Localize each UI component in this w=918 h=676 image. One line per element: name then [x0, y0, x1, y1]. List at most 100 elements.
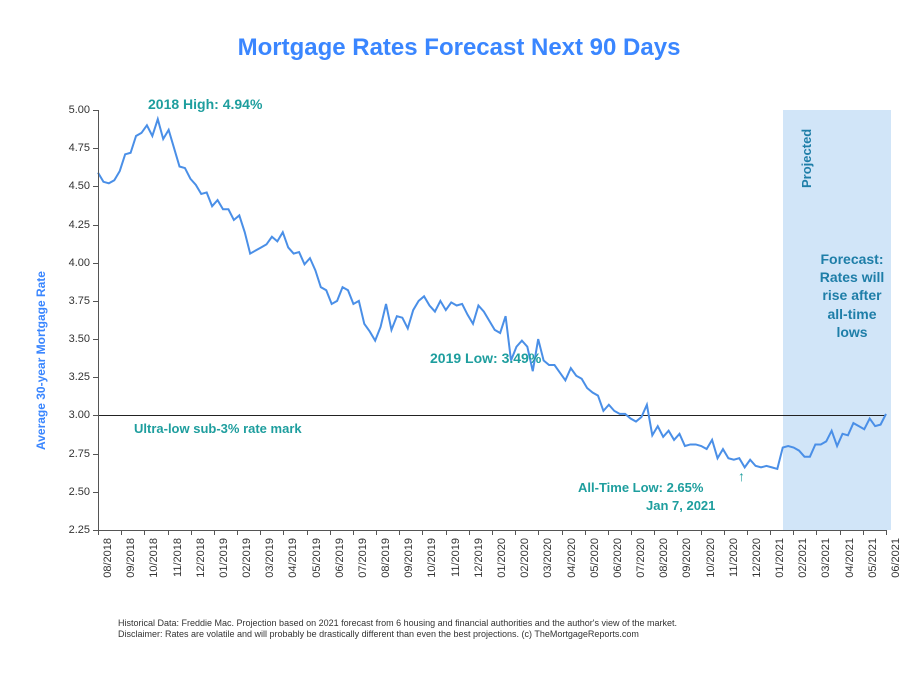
x-tick-mark	[886, 530, 887, 535]
x-tick-mark	[631, 530, 632, 535]
x-tick-mark	[816, 530, 817, 535]
y-tick-mark	[93, 377, 98, 378]
chart-title: Mortgage Rates Forecast Next 90 Days	[18, 34, 900, 62]
x-tick-mark	[770, 530, 771, 535]
annotation-2018-high: 2018 High: 4.94%	[148, 96, 262, 112]
x-tick-mark	[260, 530, 261, 535]
y-tick-mark	[93, 186, 98, 187]
x-tick-mark	[608, 530, 609, 535]
x-tick-mark	[747, 530, 748, 535]
annotation-2019-low: 2019 Low: 3.49%	[430, 350, 541, 366]
line-series-svg	[98, 110, 886, 530]
x-tick-label: 07/2019	[357, 538, 369, 578]
y-tick-mark	[93, 148, 98, 149]
x-tick-mark	[469, 530, 470, 535]
x-tick-label: 01/2020	[496, 538, 508, 578]
x-tick-label: 07/2020	[635, 538, 647, 578]
forecast-line: lows	[813, 323, 891, 341]
x-tick-mark	[492, 530, 493, 535]
x-tick-mark	[237, 530, 238, 535]
x-tick-mark	[724, 530, 725, 535]
x-tick-label: 12/2020	[751, 538, 763, 578]
x-tick-label: 02/2021	[797, 538, 809, 578]
x-tick-label: 08/2019	[380, 538, 392, 578]
annotation-alltime-low: All-Time Low: 2.65%	[578, 480, 703, 495]
x-tick-label: 11/2019	[450, 538, 462, 577]
x-tick-mark	[840, 530, 841, 535]
forecast-line: rise after	[813, 286, 891, 304]
x-tick-label: 03/2020	[542, 538, 554, 578]
y-tick-label: 3.50	[50, 333, 90, 345]
forecast-line: all-time	[813, 305, 891, 323]
x-tick-label: 09/2020	[681, 538, 693, 578]
y-tick-mark	[93, 110, 98, 111]
forecast-text-box: Forecast:Rates willrise afterall-timelow…	[813, 250, 891, 341]
y-tick-label: 3.75	[50, 295, 90, 307]
x-tick-mark	[793, 530, 794, 535]
x-tick-mark	[538, 530, 539, 535]
x-tick-label: 06/2020	[612, 538, 624, 578]
x-tick-mark	[98, 530, 99, 535]
x-tick-label: 09/2019	[403, 538, 415, 578]
y-tick-mark	[93, 225, 98, 226]
y-tick-mark	[93, 415, 98, 416]
x-tick-label: 04/2021	[844, 538, 856, 578]
x-tick-label: 03/2021	[820, 538, 832, 578]
x-tick-label: 12/2019	[473, 538, 485, 578]
x-tick-mark	[191, 530, 192, 535]
x-tick-label: 02/2019	[241, 538, 253, 578]
x-tick-mark	[585, 530, 586, 535]
x-tick-label: 06/2019	[334, 538, 346, 578]
y-axis-label: Average 30-year Mortgage Rate	[34, 271, 48, 450]
x-tick-mark	[677, 530, 678, 535]
x-tick-mark	[654, 530, 655, 535]
x-tick-label: 10/2019	[426, 538, 438, 578]
x-tick-label: 09/2018	[125, 538, 137, 578]
y-tick-label: 3.00	[50, 409, 90, 421]
x-tick-label: 05/2020	[589, 538, 601, 578]
y-tick-mark	[93, 301, 98, 302]
y-tick-label: 2.50	[50, 486, 90, 498]
y-tick-label: 3.25	[50, 371, 90, 383]
x-tick-mark	[376, 530, 377, 535]
x-tick-label: 08/2018	[102, 538, 114, 578]
x-tick-mark	[562, 530, 563, 535]
y-tick-label: 2.25	[50, 524, 90, 536]
forecast-line: Forecast:	[813, 250, 891, 268]
x-tick-label: 01/2019	[218, 538, 230, 578]
x-tick-mark	[399, 530, 400, 535]
x-tick-mark	[353, 530, 354, 535]
x-tick-mark	[144, 530, 145, 535]
x-tick-mark	[214, 530, 215, 535]
x-tick-label: 04/2020	[566, 538, 578, 578]
forecast-line: Rates will	[813, 268, 891, 286]
y-tick-label: 4.25	[50, 219, 90, 231]
x-tick-mark	[422, 530, 423, 535]
y-tick-mark	[93, 454, 98, 455]
y-tick-mark	[93, 339, 98, 340]
x-tick-mark	[168, 530, 169, 535]
y-axis-line	[98, 110, 99, 530]
x-tick-label: 10/2020	[705, 538, 717, 578]
y-tick-mark	[93, 492, 98, 493]
annotation-alltime-date: Jan 7, 2021	[646, 498, 715, 513]
x-tick-label: 01/2021	[774, 538, 786, 578]
x-tick-label: 05/2021	[867, 538, 879, 578]
x-tick-label: 10/2018	[148, 538, 160, 578]
footnote-text: Historical Data: Freddie Mac. Projection…	[118, 618, 678, 641]
x-tick-label: 05/2019	[311, 538, 323, 578]
x-tick-mark	[330, 530, 331, 535]
x-tick-mark	[701, 530, 702, 535]
x-tick-label: 03/2019	[264, 538, 276, 578]
y-tick-label: 4.50	[50, 180, 90, 192]
y-tick-label: 2.75	[50, 448, 90, 460]
x-tick-label: 11/2020	[728, 538, 740, 577]
y-tick-label: 4.75	[50, 142, 90, 154]
arrow-up-icon: ↑	[738, 468, 745, 484]
y-tick-mark	[93, 263, 98, 264]
x-tick-mark	[121, 530, 122, 535]
x-tick-mark	[515, 530, 516, 535]
x-tick-label: 08/2020	[658, 538, 670, 578]
x-tick-label: 02/2020	[519, 538, 531, 578]
x-tick-label: 12/2018	[195, 538, 207, 578]
